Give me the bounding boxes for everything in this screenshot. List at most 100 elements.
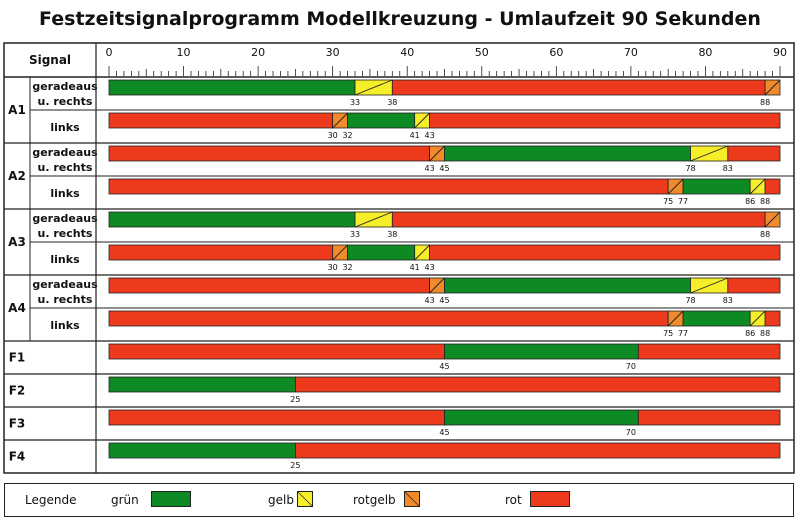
phase-segment-rot [727, 145, 781, 162]
time-mark-label: 45 [439, 428, 449, 437]
time-mark-label: 88 [760, 197, 770, 206]
phase-segment-rot [429, 112, 781, 129]
phase-segment-rotgelb-diagonal [332, 112, 348, 129]
time-mark-label: 86 [745, 329, 755, 338]
time-mark-label: 43 [424, 296, 434, 305]
phase-segment-gruen [108, 376, 296, 393]
phase-segment-rotgelb-diagonal [429, 145, 445, 162]
phase-segment-gruen [347, 112, 416, 129]
phase-segment-rotgelb-diagonal [332, 244, 348, 261]
time-mark-label: 77 [678, 197, 688, 206]
phase-segment-gruen [444, 343, 639, 360]
time-mark-label: 25 [290, 461, 300, 470]
axis-tick-label: 10 [177, 46, 191, 59]
phase-segment-rot [108, 112, 334, 129]
time-mark-label: 75 [663, 197, 673, 206]
row-label: u. rechts [38, 293, 93, 306]
phase-segment-rot [108, 145, 430, 162]
phase-segment-rot [764, 310, 781, 327]
time-mark-label: 30 [328, 131, 338, 140]
row-label: links [50, 187, 80, 200]
phase-segment-rot [108, 178, 669, 195]
row-label: geradeaus [32, 212, 98, 225]
axis-tick-label: 50 [475, 46, 489, 59]
legend-swatch-rotgelb [404, 491, 420, 507]
phase-segment-gruen [347, 244, 416, 261]
time-mark-label: 86 [745, 197, 755, 206]
row-label: u. rechts [38, 95, 93, 108]
row-label: geradeaus [32, 278, 98, 291]
phase-segment-rotgelb-diagonal [667, 178, 684, 195]
legend-swatch-rot [530, 491, 570, 507]
time-mark-label: 83 [723, 164, 733, 173]
phase-segment-rot [294, 442, 781, 459]
phase-segment-gruen [682, 310, 751, 327]
time-mark-label: 38 [387, 230, 397, 239]
legend-swatch-gruen [151, 491, 191, 507]
phase-segment-gruen [108, 211, 356, 228]
signal-header-label: Signal [29, 53, 71, 67]
row-label: links [50, 253, 80, 266]
phase-segment-rot [429, 244, 781, 261]
phase-segment-gelb-diagonal [690, 145, 728, 162]
legend-label-gelb: gelb [268, 493, 294, 507]
group-label-f4: F4 [9, 450, 26, 464]
phase-segment-rot [391, 79, 766, 96]
legend-label-gruen: grün [111, 493, 139, 507]
row-label: geradeaus [32, 146, 98, 159]
time-mark-label: 45 [439, 164, 449, 173]
group-label-a2: A2 [8, 169, 26, 183]
axis-tick-label: 90 [773, 46, 787, 59]
phase-segment-gelb-diagonal [690, 277, 728, 294]
phase-segment-rot [727, 277, 781, 294]
phase-segment-rot [108, 310, 669, 327]
time-mark-label: 78 [685, 164, 695, 173]
row-label: u. rechts [38, 227, 93, 240]
phase-segment-gruen [444, 277, 691, 294]
time-mark-label: 88 [760, 98, 770, 107]
row-label: u. rechts [38, 161, 93, 174]
group-label-a1: A1 [8, 103, 26, 117]
time-mark-label: 45 [439, 296, 449, 305]
time-mark-label: 75 [663, 329, 673, 338]
axis-tick-label: 30 [326, 46, 340, 59]
axis-tick-label: 20 [251, 46, 265, 59]
phase-segment-gruen [444, 145, 691, 162]
phase-segment-gelb-diagonal [414, 112, 430, 129]
time-mark-label: 25 [290, 395, 300, 404]
phase-segment-gruen [108, 442, 296, 459]
time-mark-label: 33 [350, 98, 360, 107]
row-label: geradeaus [32, 80, 98, 93]
time-mark-label: 78 [685, 296, 695, 305]
group-label-a3: A3 [8, 235, 26, 249]
time-mark-label: 45 [439, 362, 449, 371]
phase-segment-rot [108, 277, 430, 294]
time-mark-label: 38 [387, 98, 397, 107]
time-mark-label: 83 [723, 296, 733, 305]
phase-segment-rotgelb-diagonal [667, 310, 684, 327]
phase-segment-rot [637, 409, 781, 426]
time-mark-label: 43 [424, 164, 434, 173]
grid-frame [3, 42, 795, 474]
time-mark-label: 43 [424, 263, 434, 272]
group-label-f1: F1 [9, 351, 26, 365]
axis-tick-label: 70 [624, 46, 638, 59]
time-mark-label: 32 [342, 263, 352, 272]
group-label-f3: F3 [9, 417, 26, 431]
phase-segment-gruen [108, 79, 356, 96]
phase-segment-rot [391, 211, 766, 228]
phase-segment-rot [637, 343, 781, 360]
phase-segment-rot [764, 178, 781, 195]
page-title: Festzeitsignalprogramm Modellkreuzung - … [39, 8, 761, 30]
phase-segment-rot [108, 409, 445, 426]
phase-segment-gelb-diagonal [414, 244, 430, 261]
phase-segment-rotgelb-diagonal [764, 211, 781, 228]
legend-label-rotgelb: rotgelb [353, 493, 396, 507]
time-mark-label: 41 [410, 263, 420, 272]
row-label: links [50, 319, 80, 332]
phase-segment-gelb-diagonal [749, 178, 766, 195]
phase-segment-rot [108, 343, 445, 360]
time-mark-label: 77 [678, 329, 688, 338]
legend-swatch-gelb [297, 491, 313, 507]
legend-label-rot: rot [505, 493, 522, 507]
